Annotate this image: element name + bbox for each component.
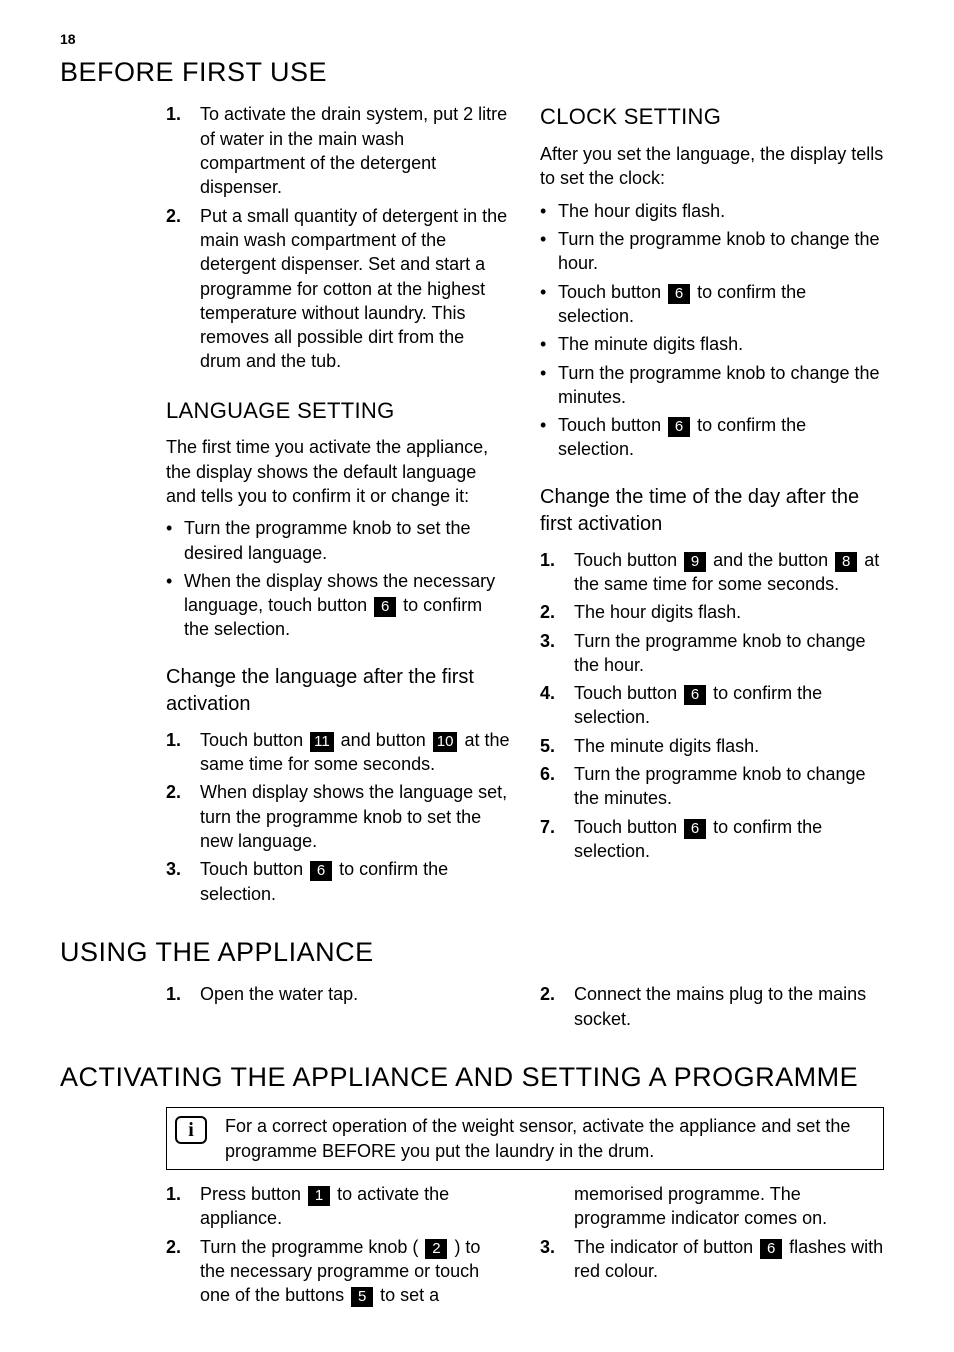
list-item: The hour digits flash. [540, 600, 884, 624]
heading-activating: ACTIVATING THE APPLIANCE AND SETTING A P… [60, 1059, 884, 1095]
list-item: Touch button 6 to confirm the selection. [166, 857, 510, 906]
language-bullets: Turn the programme knob to set the desir… [166, 516, 510, 641]
badge-icon: 2 [425, 1239, 447, 1259]
heading-clock-setting: CLOCK SETTING [540, 102, 884, 132]
list-item: Touch button 6 to confirm the selection. [540, 413, 884, 462]
badge-icon: 6 [668, 284, 690, 304]
list-item: The minute digits flash. [540, 734, 884, 758]
activating-steps-left: Press button 1 to activate the appliance… [166, 1182, 510, 1307]
badge-icon: 6 [374, 597, 396, 617]
badge-icon: 6 [310, 861, 332, 881]
activating-steps-right: The indicator of button 6 flashes with r… [540, 1235, 884, 1284]
badge-icon: 5 [351, 1287, 373, 1307]
list-item: Touch button 9 and the button 8 at the s… [540, 548, 884, 597]
list-item: The hour digits flash. [540, 199, 884, 223]
heading-before-first-use: BEFORE FIRST USE [60, 54, 884, 90]
heading-using-appliance: USING THE APPLIANCE [60, 934, 884, 970]
list-item: Connect the mains plug to the mains sock… [540, 982, 884, 1031]
list-item: Touch button 11 and button 10 at the sam… [166, 728, 510, 777]
badge-icon: 8 [835, 552, 857, 572]
list-item: Turn the programme knob to change the ho… [540, 227, 884, 276]
badge-icon: 6 [684, 819, 706, 839]
change-time-steps: Touch button 9 and the button 8 at the s… [540, 548, 884, 864]
paragraph: The first time you activate the applianc… [166, 435, 510, 508]
list-item: Turn the programme knob to change the mi… [540, 361, 884, 410]
list-item: To activate the drain system, put 2 litr… [166, 102, 510, 199]
heading-change-time: Change the time of the day after the fir… [540, 484, 884, 538]
paragraph: After you set the language, the display … [540, 142, 884, 191]
info-text: For a correct operation of the weight se… [225, 1114, 871, 1163]
info-box: i For a correct operation of the weight … [166, 1107, 884, 1170]
heading-change-language: Change the language after the first acti… [166, 664, 510, 718]
badge-icon: 10 [433, 732, 458, 752]
list-item: Turn the programme knob to set the desir… [166, 516, 510, 565]
change-language-steps: Touch button 11 and button 10 at the sam… [166, 728, 510, 906]
list-item: Turn the programme knob to change the mi… [540, 762, 884, 811]
list-item: When display shows the language set, tur… [166, 780, 510, 853]
using-steps-left: Open the water tap. [166, 982, 510, 1006]
badge-icon: 9 [684, 552, 706, 572]
list-item: Touch button 6 to confirm the selection. [540, 280, 884, 329]
list-item: The indicator of button 6 flashes with r… [540, 1235, 884, 1284]
list-item: Touch button 6 to confirm the selection. [540, 815, 884, 864]
page-number: 18 [60, 30, 76, 49]
list-item: When the display shows the necessary lan… [166, 569, 510, 642]
badge-icon: 6 [684, 685, 706, 705]
list-item: Press button 1 to activate the appliance… [166, 1182, 510, 1231]
badge-icon: 1 [308, 1186, 330, 1206]
badge-icon: 11 [310, 732, 334, 752]
using-steps-right: Connect the mains plug to the mains sock… [540, 982, 884, 1031]
list-item: The minute digits flash. [540, 332, 884, 356]
list-item: Turn the programme knob ( 2 ) to the nec… [166, 1235, 510, 1308]
badge-icon: 6 [668, 417, 690, 437]
list-item: Touch button 6 to confirm the selection. [540, 681, 884, 730]
info-icon: i [175, 1116, 207, 1144]
list-item: Open the water tap. [166, 982, 510, 1006]
continuation-text: memorised programme. The programme indic… [540, 1182, 884, 1231]
badge-icon: 6 [760, 1239, 782, 1259]
list-item: Put a small quantity of detergent in the… [166, 204, 510, 374]
heading-language-setting: LANGUAGE SETTING [166, 396, 510, 426]
clock-bullets: The hour digits flash. Turn the programm… [540, 199, 884, 462]
intro-steps-list: To activate the drain system, put 2 litr… [166, 102, 510, 373]
list-item: Turn the programme knob to change the ho… [540, 629, 884, 678]
